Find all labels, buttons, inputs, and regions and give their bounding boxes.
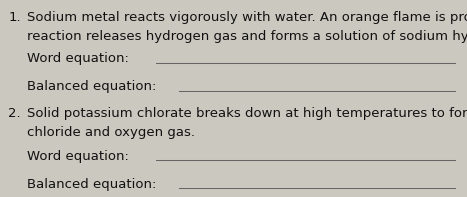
Text: Word equation:: Word equation: xyxy=(27,52,128,65)
Text: 1.: 1. xyxy=(8,11,21,24)
Text: Balanced equation:: Balanced equation: xyxy=(27,178,156,191)
Text: reaction releases hydrogen gas and forms a solution of sodium hydroxide.: reaction releases hydrogen gas and forms… xyxy=(27,30,467,43)
Text: Balanced equation:: Balanced equation: xyxy=(27,80,156,93)
Text: Solid potassium chlorate breaks down at high temperatures to form solid potas: Solid potassium chlorate breaks down at … xyxy=(27,107,467,120)
Text: Sodium metal reacts vigorously with water. An orange flame is produced as the: Sodium metal reacts vigorously with wate… xyxy=(27,11,467,24)
Text: 2.: 2. xyxy=(8,107,21,120)
Text: chloride and oxygen gas.: chloride and oxygen gas. xyxy=(27,126,195,139)
Text: Word equation:: Word equation: xyxy=(27,150,128,163)
